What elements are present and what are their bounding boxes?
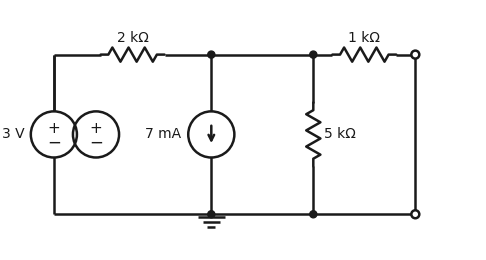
Text: −: − xyxy=(47,133,61,151)
Circle shape xyxy=(411,51,419,58)
Text: 5 kΩ: 5 kΩ xyxy=(324,127,356,141)
Text: 3 V: 3 V xyxy=(1,127,24,141)
Circle shape xyxy=(411,210,419,218)
Circle shape xyxy=(310,211,317,218)
Text: +: + xyxy=(48,121,60,136)
Text: 7 mA: 7 mA xyxy=(145,127,182,141)
Text: +: + xyxy=(89,121,103,136)
Circle shape xyxy=(208,51,215,58)
Text: −: − xyxy=(89,133,103,151)
Text: 1 kΩ: 1 kΩ xyxy=(348,31,381,45)
Circle shape xyxy=(310,51,317,58)
Text: 2 kΩ: 2 kΩ xyxy=(117,31,149,45)
Circle shape xyxy=(208,211,215,218)
